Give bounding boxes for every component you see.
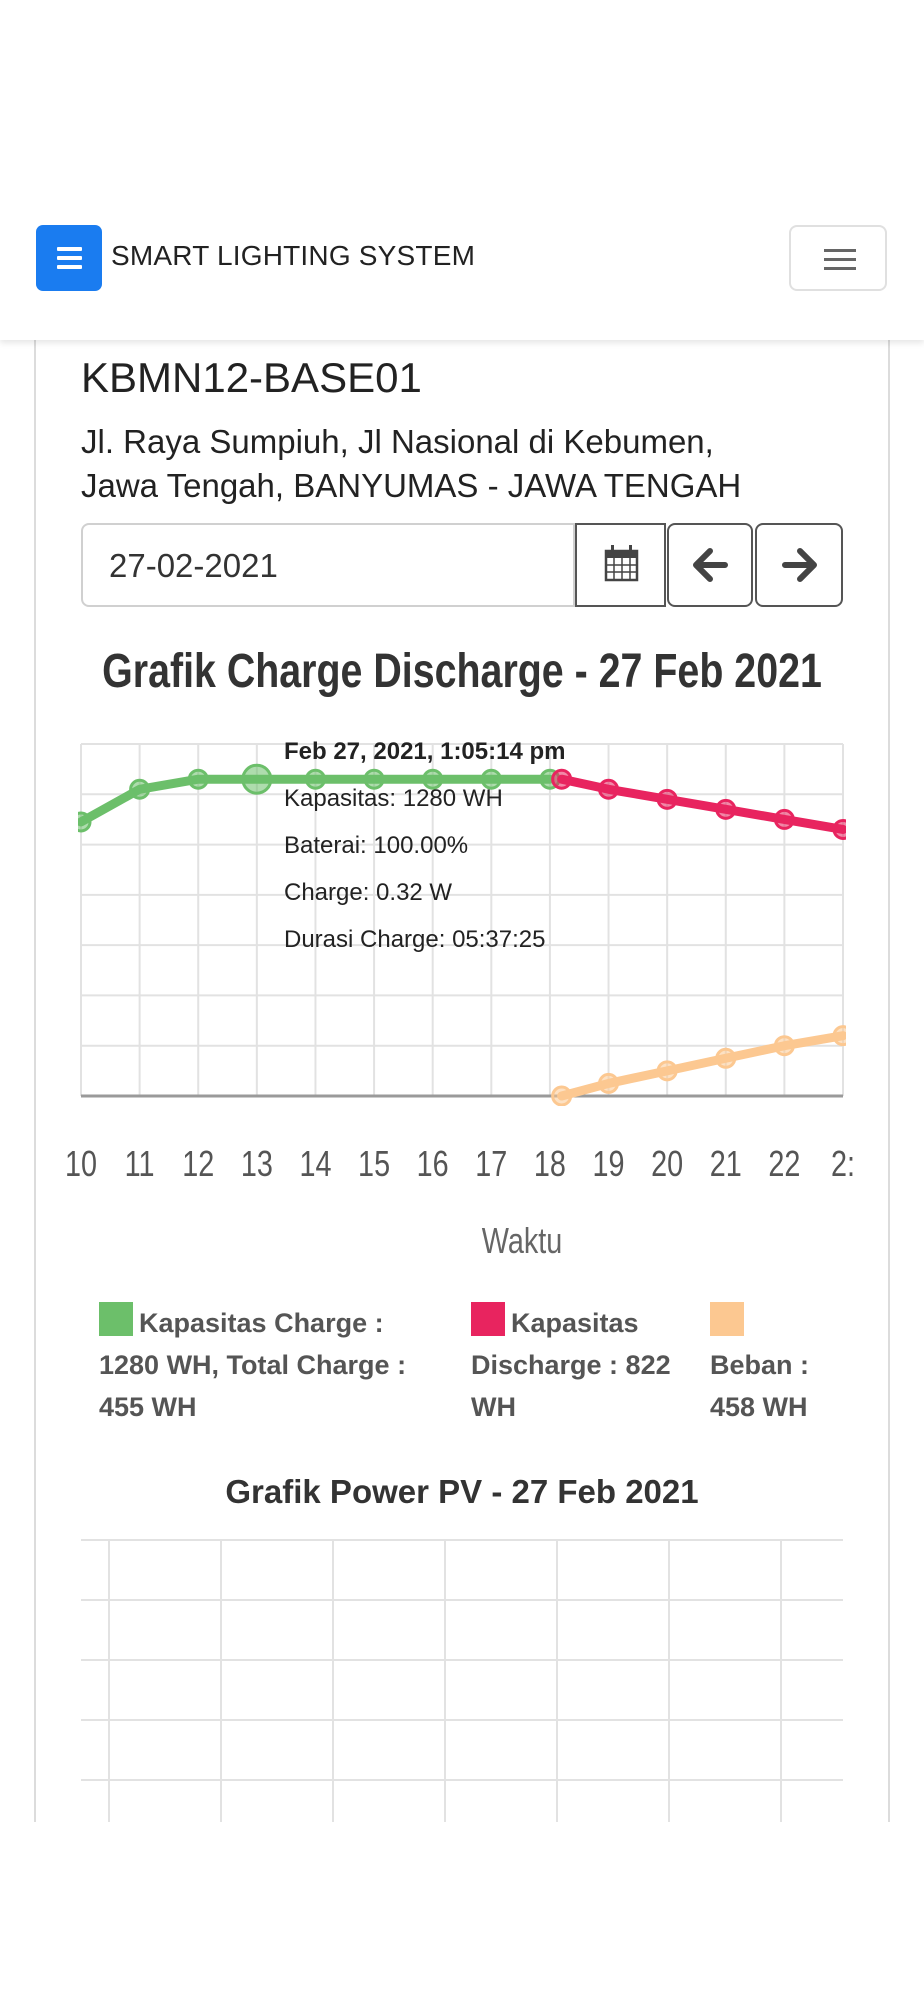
x-tick-label: 14 — [299, 1143, 331, 1184]
arrow-right-icon — [782, 548, 817, 582]
x-tick-label: 12 — [182, 1143, 214, 1184]
calendar-icon — [604, 545, 639, 582]
data-point — [773, 1035, 795, 1057]
data-point — [656, 1060, 678, 1082]
top-navbar: SMART LIGHTING SYSTEM — [0, 0, 924, 340]
chart-tooltip: Feb 27, 2021, 1:05:14 pm Kapasitas: 1280… — [284, 738, 565, 954]
legend-item-discharge[interactable]: Kapasitas Discharge : 822 WH — [471, 1302, 671, 1428]
data-point — [656, 788, 678, 810]
x-tick-label: 15 — [358, 1143, 390, 1184]
data-point — [598, 1072, 620, 1094]
x-tick-label: 22 — [768, 1143, 800, 1184]
x-tick-label: 11 — [125, 1143, 155, 1184]
data-point — [715, 1047, 737, 1069]
x-tick-label: 13 — [241, 1143, 273, 1184]
data-point — [187, 768, 209, 790]
next-date-button[interactable] — [755, 523, 843, 607]
address-line-2: Jawa Tengah, BANYUMAS - JAWA TENGAH — [81, 467, 742, 504]
navbar-menu-button[interactable] — [789, 225, 887, 291]
power-pv-chart-title: Grafik Power PV - 27 Feb 2021 — [225, 1473, 699, 1510]
x-axis-title: Waktu — [482, 1220, 563, 1260]
tooltip-kapasitas: Kapasitas: 1280 WH — [284, 785, 503, 812]
tooltip-charge: Charge: 0.32 W — [284, 879, 453, 906]
previous-date-button[interactable] — [667, 523, 753, 607]
arrow-left-icon — [693, 548, 728, 582]
data-point — [551, 768, 573, 790]
x-tick-label: 2: — [831, 1143, 855, 1184]
x-tick-label: 21 — [710, 1143, 742, 1184]
legend-label: Kapasitas Charge : — [139, 1308, 384, 1338]
data-point — [78, 811, 92, 833]
legend-label: 458 WH — [710, 1392, 808, 1422]
series-2 — [551, 1025, 846, 1106]
legend-swatch-beban — [710, 1302, 744, 1336]
device-name: KBMN12-BASE01 — [81, 354, 422, 401]
date-input[interactable]: 27-02-2021 — [109, 547, 278, 584]
sidebar-toggle-button[interactable] — [36, 225, 102, 291]
data-point — [304, 768, 326, 790]
series-1 — [551, 768, 846, 840]
x-tick-label: 19 — [593, 1143, 625, 1184]
legend-label: Beban : — [710, 1350, 810, 1380]
x-tick-label: 20 — [651, 1143, 683, 1184]
tooltip-title: Feb 27, 2021, 1:05:14 pm — [284, 738, 566, 765]
legend-swatch-discharge — [471, 1302, 505, 1336]
legend-label: Discharge : 822 — [471, 1350, 671, 1380]
address-line-1: Jl. Raya Sumpiuh, Jl Nasional di Kebumen… — [81, 423, 714, 460]
legend-item-beban[interactable]: Beban : 458 WH — [710, 1302, 809, 1428]
legend-swatch-charge — [99, 1302, 133, 1336]
data-point — [832, 1025, 846, 1047]
tooltip-durasi: Durasi Charge: 05:37:25 — [284, 926, 546, 953]
data-point — [715, 798, 737, 820]
date-field[interactable]: 27-02-2021 — [81, 523, 575, 607]
legend-label: Kapasitas — [511, 1308, 639, 1338]
series-0 — [78, 763, 561, 833]
legend-label: 455 WH — [99, 1392, 197, 1422]
calendar-button[interactable] — [575, 523, 666, 607]
charge-discharge-chart-title: Grafik Charge Discharge - 27 Feb 2021 — [102, 645, 822, 698]
data-point — [129, 778, 151, 800]
power-pv-chart — [81, 1539, 843, 1822]
x-tick-label: 17 — [475, 1143, 507, 1184]
legend-item-charge[interactable]: Kapasitas Charge : 1280 WH, Total Charge… — [99, 1302, 406, 1428]
x-tick-label: 18 — [534, 1143, 566, 1184]
legend-label: 1280 WH, Total Charge : — [99, 1350, 407, 1380]
data-point — [773, 808, 795, 830]
charge-discharge-chart: 10 11 12 13 14 15 16 17 18 19 20 21 22 2: Waktu — [65, 743, 855, 1260]
data-point — [480, 768, 502, 790]
data-point — [241, 763, 273, 795]
device-address: Jl. Raya Sumpiuh, Jl Nasional di Kebumen… — [81, 420, 861, 508]
data-point — [832, 818, 846, 840]
x-tick-label: 10 — [65, 1143, 97, 1184]
tooltip-baterai: Baterai: 100.00% — [284, 832, 469, 859]
legend-label: WH — [471, 1392, 516, 1422]
data-point — [363, 768, 385, 790]
brand-title: SMART LIGHTING SYSTEM — [111, 240, 476, 271]
data-point — [598, 778, 620, 800]
data-point — [551, 1085, 573, 1106]
bottom-blank-area — [0, 1822, 924, 2000]
x-tick-label: 16 — [417, 1143, 449, 1184]
data-point — [422, 768, 444, 790]
